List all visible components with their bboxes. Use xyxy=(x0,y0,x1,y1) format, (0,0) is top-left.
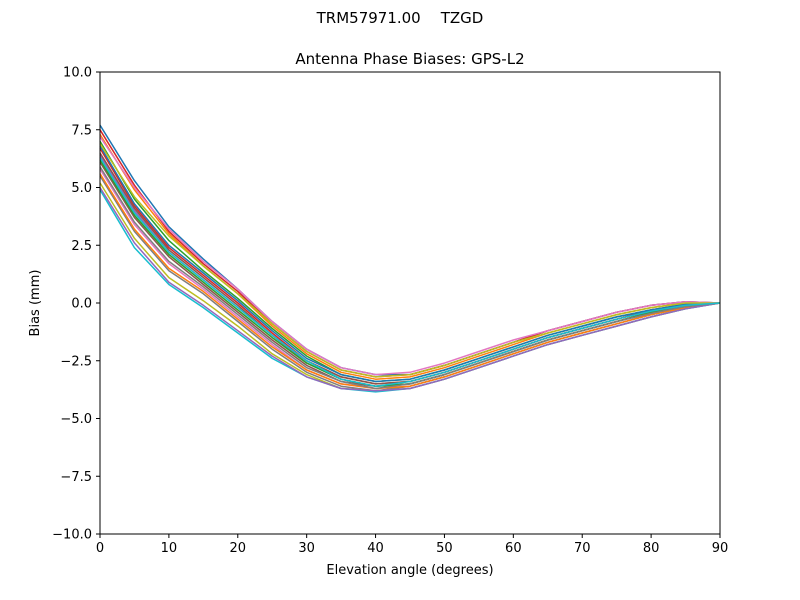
x-tick-label: 20 xyxy=(230,541,247,556)
series-line-13 xyxy=(99,159,721,387)
series-line-12 xyxy=(99,173,721,390)
y-tick-label: 0.0 xyxy=(71,297,92,312)
antenna-type-label: TRM57971.00 xyxy=(316,9,421,27)
y-axis-label: Bias (mm) xyxy=(28,270,43,337)
y-tick-label: 10.0 xyxy=(63,66,92,81)
x-tick-label: 10 xyxy=(161,541,178,556)
x-axis: 0 10 20 30 40 50 60 70 80 90 xyxy=(96,534,728,556)
x-tick-label: 0 xyxy=(96,541,104,556)
figure-suptitle: TRM57971.00 TZGD xyxy=(0,9,800,27)
plot-area-frame xyxy=(99,71,721,535)
series-line-11 xyxy=(99,145,721,383)
series-line-16 xyxy=(99,152,721,385)
series-line-15 xyxy=(99,187,721,392)
chart-title: Antenna Phase Biases: GPS-L2 xyxy=(295,50,524,68)
x-tick-label: 90 xyxy=(712,541,729,556)
y-axis: −10.0 −7.5 −5.0 −2.5 0.0 2.5 5.0 7.5 10.0 xyxy=(52,66,100,543)
series-line-8 xyxy=(99,175,721,392)
x-tick-label: 30 xyxy=(298,541,315,556)
series-line-18 xyxy=(99,166,721,390)
series-layer xyxy=(99,124,721,393)
radome-type-label: TZGD xyxy=(440,9,484,27)
y-tick-label: 2.5 xyxy=(71,239,92,254)
series-line-20 xyxy=(99,157,721,387)
y-tick-label: −2.5 xyxy=(60,354,92,369)
series-line-19 xyxy=(99,143,720,378)
y-tick-label: 7.5 xyxy=(71,123,92,138)
series-line-3 xyxy=(99,140,721,383)
x-tick-label: 50 xyxy=(436,541,453,556)
series-line-10 xyxy=(99,189,721,393)
x-tick-label: 80 xyxy=(643,541,660,556)
x-tick-label: 70 xyxy=(574,541,591,556)
y-tick-label: 5.0 xyxy=(71,181,92,196)
x-tick-label: 40 xyxy=(367,541,384,556)
series-line-4 xyxy=(99,147,721,385)
series-line-1 xyxy=(99,124,721,376)
y-tick-label: −7.5 xyxy=(60,470,92,485)
y-tick-label: −10.0 xyxy=(52,528,92,543)
x-tick-label: 60 xyxy=(505,541,522,556)
series-line-17 xyxy=(99,136,721,376)
x-axis-label: Elevation angle (degrees) xyxy=(326,563,493,578)
series-line-14 xyxy=(99,129,721,378)
y-tick-label: −5.0 xyxy=(60,412,92,427)
